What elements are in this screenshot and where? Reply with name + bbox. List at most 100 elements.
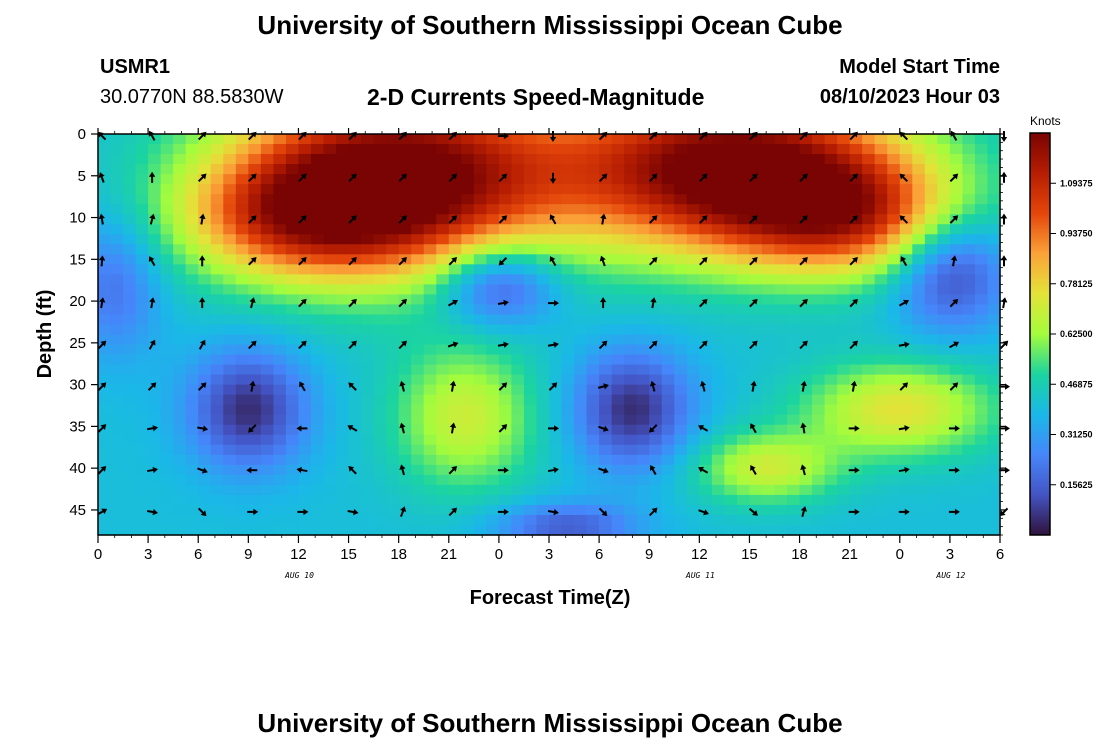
heatmap-cell (185, 484, 199, 496)
heatmap-cell (812, 394, 826, 406)
heatmap-cell (874, 344, 888, 356)
heatmap-cell (536, 184, 550, 195)
vector-head (904, 466, 910, 474)
heatmap-cell (160, 264, 174, 275)
vector-head (351, 173, 357, 180)
heatmap-cell (661, 184, 675, 195)
heatmap-cell (285, 304, 300, 316)
heatmap-cell (135, 504, 149, 516)
heatmap-cell (373, 384, 387, 396)
heatmap-cell (837, 134, 851, 145)
heatmap-cell (624, 424, 638, 436)
vector-head (503, 341, 509, 348)
heatmap-cell (498, 154, 513, 165)
current-vector (698, 425, 709, 432)
heatmap-cell (448, 304, 462, 316)
heatmap-cell (285, 234, 300, 245)
heatmap-cell (674, 274, 688, 285)
heatmap-cell (473, 334, 487, 346)
heatmap-cell (285, 324, 300, 336)
heatmap-cell (511, 244, 525, 255)
heatmap-cell (260, 524, 274, 536)
heatmap-cell (849, 494, 863, 506)
heatmap-cell (223, 144, 237, 155)
heatmap-cell (736, 134, 751, 145)
heatmap-cell (699, 264, 713, 275)
heatmap-cell (599, 444, 613, 456)
heatmap-cell (761, 244, 776, 255)
heatmap-cell (461, 194, 475, 205)
heatmap-cell (874, 184, 888, 195)
heatmap-cell (686, 394, 700, 406)
heatmap-cell (536, 314, 550, 326)
heatmap-cell (223, 164, 237, 175)
heatmap-cell (536, 384, 550, 396)
heatmap-cell (348, 244, 362, 255)
heatmap-cell (110, 514, 124, 526)
heatmap-cell (473, 344, 487, 356)
heatmap-cell (248, 394, 262, 406)
heatmap-cell (436, 474, 450, 486)
current-vector (498, 173, 508, 183)
heatmap-cell (711, 444, 725, 456)
heatmap-cell (611, 474, 625, 486)
heatmap-cell (912, 154, 926, 165)
heatmap-cell (724, 304, 738, 316)
colorbar-tick-label: 0.46875 (1060, 379, 1093, 389)
heatmap-cell (123, 434, 137, 446)
heatmap-cell (473, 314, 487, 326)
heatmap-cell (423, 504, 437, 516)
heatmap-cell (198, 284, 212, 295)
heatmap-cell (711, 304, 725, 316)
heatmap-cell (310, 444, 325, 456)
current-vector (600, 213, 607, 225)
vector-head (802, 298, 808, 305)
heatmap-cell (649, 164, 663, 175)
heatmap-cell (724, 214, 738, 225)
heatmap-cell (874, 464, 888, 476)
heatmap-cell (749, 264, 763, 275)
heatmap-cell (310, 204, 325, 215)
current-vector (999, 340, 1009, 350)
heatmap-cell (899, 204, 913, 215)
heatmap-cell (937, 354, 951, 366)
heatmap-cell (123, 364, 137, 376)
heatmap-cell (423, 324, 437, 336)
heatmap-cell (373, 514, 387, 526)
heatmap-cell (511, 134, 525, 145)
heatmap-cell (761, 134, 776, 145)
heatmap-cell (649, 234, 663, 245)
heatmap-cell (962, 274, 976, 285)
heatmap-cell (386, 134, 400, 145)
heatmap-cell (123, 294, 137, 306)
heatmap-cell (448, 524, 462, 536)
heatmap-cell (411, 214, 425, 225)
heatmap-cell (561, 194, 575, 205)
heatmap-cell (223, 364, 237, 376)
heatmap-cell (749, 364, 763, 376)
heatmap-cell (173, 354, 187, 366)
heatmap-cell (523, 434, 538, 446)
heatmap-cell (686, 514, 700, 526)
heatmap-cell (674, 354, 688, 366)
heatmap-cell (749, 164, 763, 175)
vector-head (100, 424, 107, 430)
heatmap-cell (862, 234, 876, 245)
heatmap-cell (148, 194, 162, 205)
heatmap-cell (661, 224, 675, 235)
heatmap-cell (185, 464, 199, 476)
heatmap-cell (98, 224, 112, 235)
heatmap-cell (285, 364, 300, 376)
heatmap-cell (924, 184, 938, 195)
heatmap-cell (787, 364, 801, 376)
vector-head (401, 298, 407, 305)
heatmap-cell (711, 174, 725, 185)
heatmap-cell (210, 194, 224, 205)
heatmap-cell (511, 234, 525, 245)
heatmap-cell (749, 374, 763, 386)
heatmap-cell (386, 204, 400, 215)
heatmap-cell (260, 264, 274, 275)
heatmap-cell (787, 374, 801, 386)
heatmap-cell (210, 294, 224, 306)
vector-head (303, 508, 309, 516)
